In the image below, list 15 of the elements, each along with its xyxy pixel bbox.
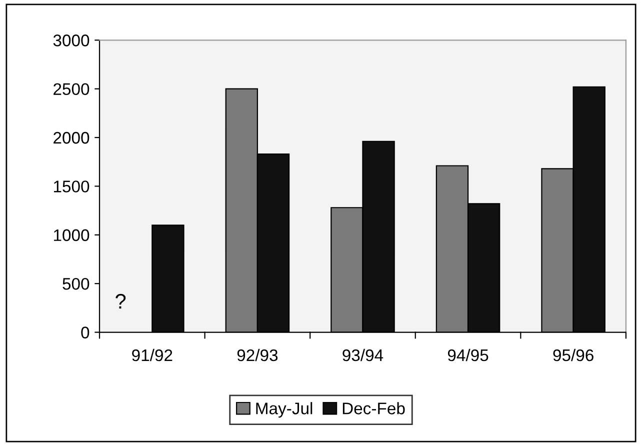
y-tick-label: 2000 bbox=[54, 132, 90, 144]
annotation: ? bbox=[116, 294, 126, 308]
x-tick-label: 92/93 bbox=[237, 348, 278, 362]
x-tick-label: 95/96 bbox=[553, 348, 594, 362]
legend-label: Dec-Feb bbox=[342, 402, 405, 414]
y-tick-label: 1500 bbox=[54, 180, 90, 192]
y-tick-label: 0 bbox=[81, 326, 90, 338]
y-tick-label: 3000 bbox=[53, 34, 90, 46]
y-tick-label: 1000 bbox=[54, 229, 90, 242]
x-tick-label: 91/92 bbox=[132, 348, 172, 362]
x-tick-label: 94/95 bbox=[448, 348, 488, 362]
legend-label: May-Jul bbox=[256, 402, 312, 418]
y-tick-label: 500 bbox=[62, 278, 90, 290]
y-tick-label: 2500 bbox=[54, 83, 90, 96]
x-tick-label: 93/94 bbox=[342, 348, 384, 362]
